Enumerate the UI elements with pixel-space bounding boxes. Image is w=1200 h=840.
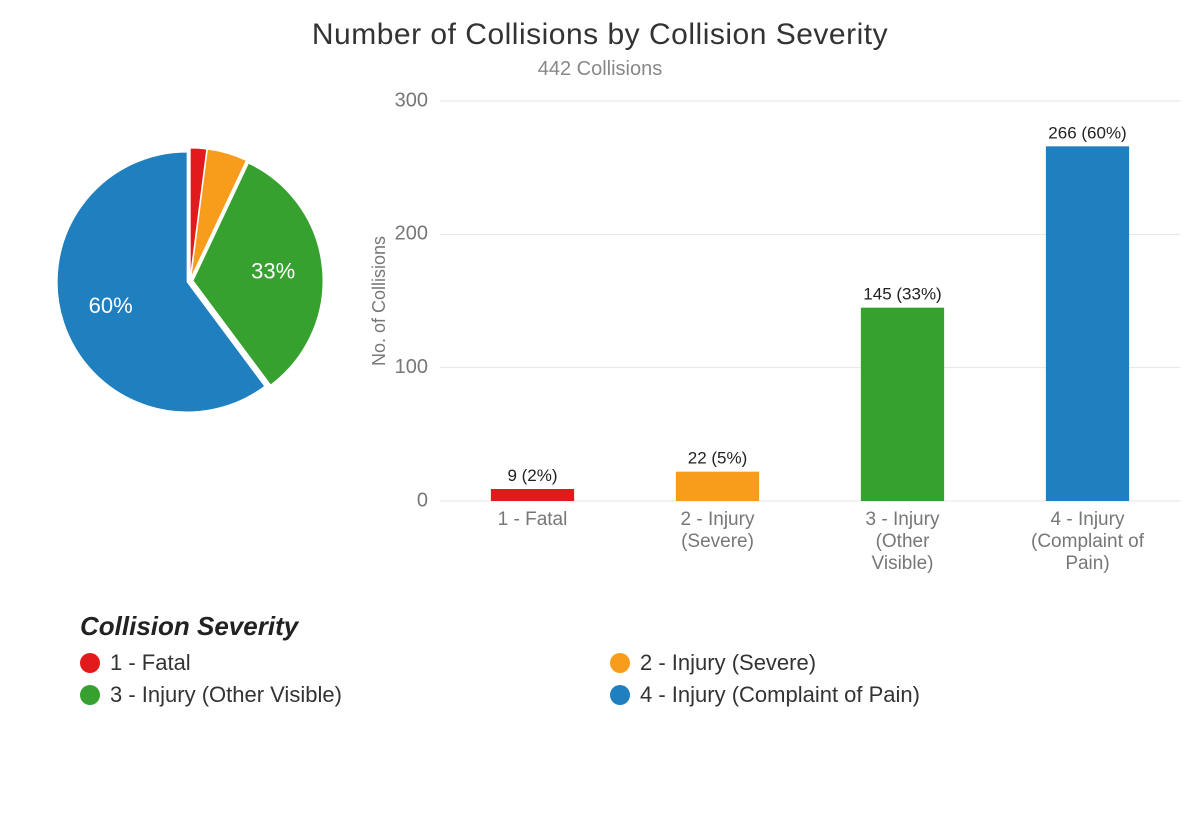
y-tick-label: 300 bbox=[395, 91, 428, 111]
y-tick-label: 200 bbox=[395, 223, 428, 245]
legend-label: 4 - Injury (Complaint of Pain) bbox=[640, 682, 920, 708]
legend-swatch bbox=[80, 685, 100, 705]
bar bbox=[861, 308, 944, 501]
legend-label: 1 - Fatal bbox=[110, 650, 191, 676]
y-axis-label: No. of Collisions bbox=[369, 236, 389, 366]
bar bbox=[491, 489, 574, 501]
bar-value-label: 22 (5%) bbox=[688, 449, 748, 468]
legend-swatch bbox=[610, 685, 630, 705]
legend-item: 1 - Fatal bbox=[80, 650, 590, 676]
legend-items: 1 - Fatal 2 - Injury (Severe) 3 - Injury (… bbox=[80, 650, 1120, 708]
legend-item: 3 - Injury (Other Visible) bbox=[80, 682, 590, 708]
pie-slice-label: 33% bbox=[251, 259, 295, 284]
legend-item: 2 - Injury (Severe) bbox=[610, 650, 1120, 676]
charts-row: 33% 60% 0 100 200 300 No. of Collisions 9 (2%)… bbox=[0, 91, 1200, 611]
chart-container: Number of Collisions by Collision Severi… bbox=[0, 0, 1200, 840]
category-label: 3 - Injury(OtherVisible) bbox=[866, 509, 940, 574]
legend-item: 4 - Injury (Complaint of Pain) bbox=[610, 682, 1120, 708]
pie-slice-label: 60% bbox=[89, 293, 133, 318]
y-tick-label: 0 bbox=[417, 489, 428, 511]
bar-chart-svg: 0 100 200 300 No. of Collisions 9 (2%) 1 - Fat… bbox=[360, 91, 1190, 611]
category-label: 4 - Injury(Complaint ofPain) bbox=[1031, 509, 1145, 574]
bar-chart-area: 0 100 200 300 No. of Collisions 9 (2%) 1 - Fat… bbox=[360, 91, 1190, 611]
legend-swatch bbox=[80, 653, 100, 673]
category-label: 2 - Injury(Severe) bbox=[681, 509, 755, 552]
bar-value-label: 266 (60%) bbox=[1048, 123, 1126, 142]
legend-title: Collision Severity bbox=[80, 611, 1120, 642]
bar bbox=[1046, 146, 1129, 501]
bar-value-label: 145 (33%) bbox=[863, 285, 941, 304]
chart-title: Number of Collisions by Collision Severi… bbox=[0, 0, 1200, 52]
legend-label: 2 - Injury (Severe) bbox=[640, 650, 816, 676]
pie-chart-area: 33% 60% bbox=[40, 91, 360, 571]
bar bbox=[676, 472, 759, 501]
pie-chart-svg: 33% 60% bbox=[40, 91, 360, 511]
y-tick-label: 100 bbox=[395, 356, 428, 378]
bar-value-label: 9 (2%) bbox=[507, 466, 557, 485]
legend-label: 3 - Injury (Other Visible) bbox=[110, 682, 342, 708]
legend: Collision Severity 1 - Fatal 2 - Injury (… bbox=[0, 611, 1200, 708]
chart-subtitle: 442 Collisions bbox=[0, 58, 1200, 81]
category-label: 1 - Fatal bbox=[498, 509, 568, 530]
legend-swatch bbox=[610, 653, 630, 673]
